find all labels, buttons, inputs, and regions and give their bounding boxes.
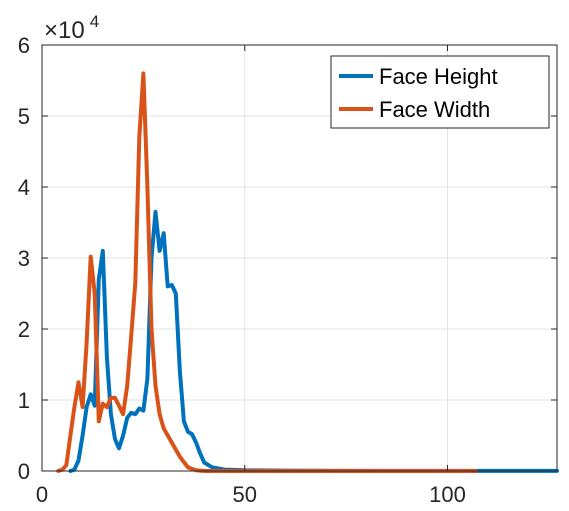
y-tick-label: 1 <box>18 388 30 413</box>
y-multiplier-label: ×10 4 <box>44 12 99 44</box>
axes <box>41 44 558 472</box>
legend-label-2: Face Width <box>379 97 490 122</box>
y-tick-label: 4 <box>18 175 30 200</box>
series-layer <box>56 71 559 473</box>
x-tick-label: 50 <box>233 482 257 507</box>
x-tick-label: 0 <box>36 482 48 507</box>
legend-label-1: Face Height <box>379 64 498 89</box>
series-line-1 <box>68 209 559 473</box>
y-multiplier-exponent: 4 <box>90 12 99 31</box>
tick-labels: 0 50 100 0 1 2 3 4 5 6 <box>18 33 466 507</box>
y-tick-label: 0 <box>18 459 30 484</box>
legend: Face Height Face Width <box>330 55 550 129</box>
series-line-2 <box>56 71 478 473</box>
y-tick-label: 2 <box>18 317 30 342</box>
y-tick-label: 5 <box>18 104 30 129</box>
y-multiplier-base: ×10 <box>44 17 85 44</box>
y-tick-label: 6 <box>18 33 30 58</box>
x-tick-label: 100 <box>429 482 466 507</box>
legend-box <box>330 55 550 129</box>
y-tick-label: 3 <box>18 246 30 271</box>
